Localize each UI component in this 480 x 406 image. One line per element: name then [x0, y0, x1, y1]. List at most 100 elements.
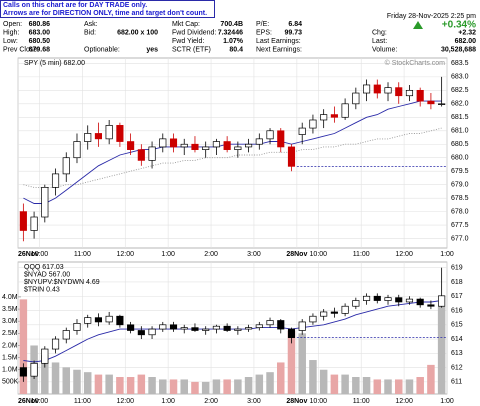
field-value: 680.50 — [29, 38, 51, 45]
candle-body — [212, 141, 220, 148]
change-pct: +0.34% — [442, 20, 476, 31]
candle-body — [395, 87, 403, 97]
candle-body — [309, 119, 317, 129]
volume-tick-label: 1.5M — [2, 354, 18, 361]
field-label: Ask: — [84, 21, 98, 28]
field-label: Prev Close: — [3, 46, 39, 53]
candle-body — [352, 92, 360, 105]
x-tick-label: 10:00 — [31, 251, 49, 258]
volume-bar — [341, 374, 349, 394]
candle-body — [384, 297, 392, 301]
volume-bar — [116, 377, 124, 394]
field-label: Mkt Cap: — [172, 21, 200, 28]
field-label: Open: — [3, 21, 22, 28]
x-tick-label: 1:00 — [440, 251, 454, 258]
volume-tick-label: 2.5M — [2, 330, 18, 337]
volume-bar — [137, 374, 146, 394]
y-tick-label: 613 — [451, 350, 463, 357]
candle-body — [94, 317, 103, 323]
volume-bar — [309, 360, 317, 394]
y-tick-label: 617 — [451, 293, 463, 300]
volume-bar — [51, 362, 60, 394]
y-tick-label: 679.0 — [451, 182, 469, 189]
field-value: 679.68 — [29, 46, 51, 53]
candle-body — [30, 362, 38, 377]
field-label: Last: — [372, 38, 387, 45]
candle-body — [427, 100, 435, 105]
x-tick-label: 3:00 — [247, 398, 261, 405]
candle-body — [137, 149, 145, 161]
field-label: Bid: — [84, 29, 96, 36]
candle-body — [341, 103, 349, 118]
candle-body — [255, 138, 263, 145]
up-arrow — [413, 21, 423, 29]
candle-body — [94, 133, 103, 140]
y-tick-label: 618 — [451, 279, 463, 286]
candle-body — [438, 103, 446, 105]
volume-bar — [223, 379, 231, 394]
volume-bar — [244, 377, 253, 394]
y-tick-label: 614 — [451, 336, 463, 343]
y-tick-label: 682.0 — [451, 101, 469, 108]
candle-body — [62, 157, 70, 175]
candle-body — [395, 297, 403, 303]
candle-body — [255, 324, 263, 328]
volume-bar — [319, 369, 328, 394]
legend-entry: $TRIN 0.43 — [24, 286, 60, 293]
field-value: 99.73 — [284, 29, 302, 36]
candle-body — [202, 328, 210, 331]
volume-bar — [437, 306, 446, 394]
field-label: P/E: — [256, 21, 269, 28]
field-value: 80.4 — [229, 46, 243, 53]
candle-body — [212, 325, 220, 330]
y-tick-label: 678.5 — [451, 195, 469, 202]
volume-bar — [201, 381, 210, 394]
y-tick-label: 679.5 — [451, 168, 469, 175]
x-tick-label: 1:00 — [440, 398, 454, 405]
candle-body — [223, 141, 231, 150]
candle-body — [202, 146, 210, 150]
candle-body — [427, 304, 435, 307]
volume-bar — [94, 374, 103, 394]
candle-body — [287, 328, 296, 338]
annotation-line: Calls on this chart are for DAY TRADE on… — [3, 2, 147, 9]
volume-tick-label: 3.0M — [2, 318, 18, 325]
legend-entry: $NYUPV:$NYDWN 4.69 — [24, 279, 100, 286]
field-value: yes — [146, 46, 158, 53]
candle-body — [320, 311, 328, 317]
volume-bar — [416, 377, 424, 394]
field-value: 680.86 — [29, 21, 51, 28]
candle-body — [19, 211, 27, 231]
volume-bar — [384, 379, 392, 394]
candle-body — [148, 146, 156, 161]
volume-bar — [19, 299, 28, 394]
candle-body — [320, 114, 328, 121]
candle-body — [127, 141, 135, 150]
y-tick-label: 612 — [451, 364, 463, 371]
y-tick-label: 616 — [451, 307, 463, 314]
volume-bar — [169, 379, 178, 394]
volume-bar — [180, 379, 188, 394]
candle-body — [51, 338, 60, 350]
candle-body — [405, 89, 414, 97]
x-tick-label: 11:00 — [74, 251, 91, 258]
candle-body — [105, 125, 113, 140]
candle-body — [84, 317, 92, 324]
candle-body — [298, 127, 306, 135]
volume-bar — [362, 377, 371, 394]
volume-tick-label: 500K — [2, 379, 19, 386]
candle-body — [180, 143, 188, 148]
field-value: 700.4B — [220, 21, 243, 28]
y-tick-label: 677.0 — [451, 235, 469, 242]
volume-bar — [255, 374, 264, 394]
volume-bar — [427, 364, 435, 394]
candle-body — [51, 173, 60, 188]
volume-bar — [352, 377, 360, 394]
volume-bar — [62, 367, 71, 394]
x-tick-label: 3:00 — [247, 251, 261, 258]
field-value: 30,528,688 — [441, 46, 476, 53]
volume-bar — [83, 372, 92, 394]
field-label: SCTR (ETF) — [172, 46, 211, 53]
volume-bar — [405, 379, 414, 394]
candle-body — [384, 87, 392, 94]
